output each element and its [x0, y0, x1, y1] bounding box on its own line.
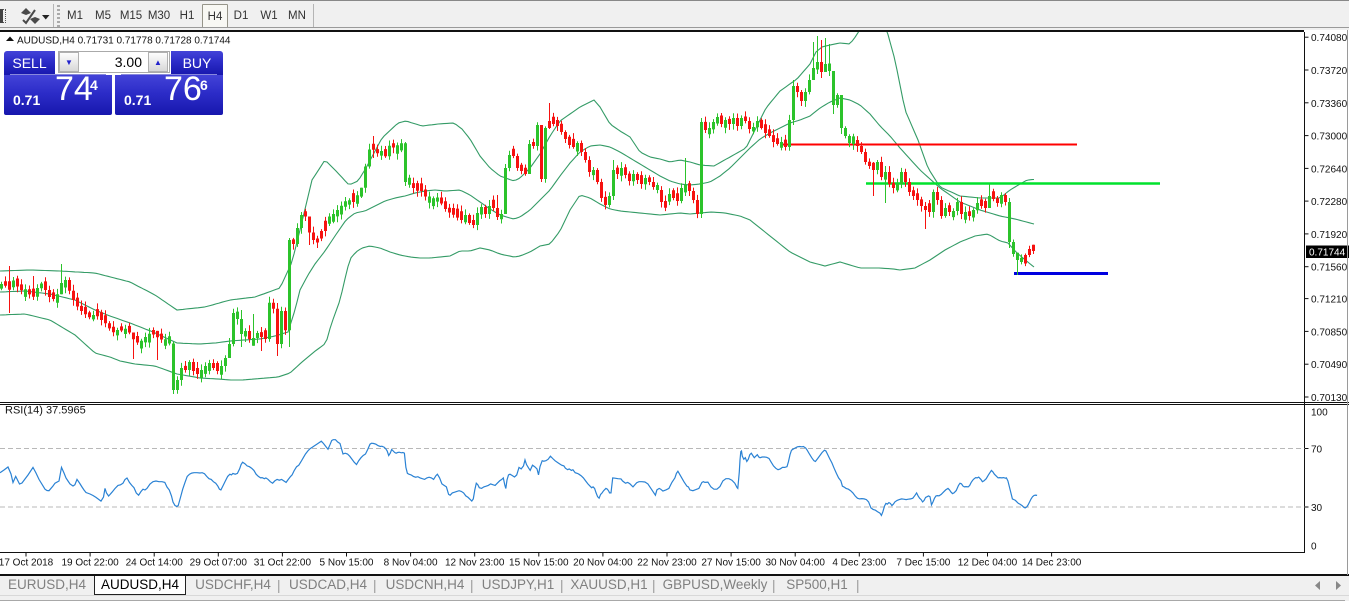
svg-text:22 Nov 23:00: 22 Nov 23:00 [637, 558, 697, 569]
svg-text:0.71744: 0.71744 [1309, 248, 1346, 259]
svg-text:19 Oct 22:00: 19 Oct 22:00 [61, 558, 119, 569]
svg-text:0.72640: 0.72640 [1311, 164, 1348, 175]
svg-text:0.71210: 0.71210 [1311, 295, 1348, 306]
svg-text:5 Nov 15:00: 5 Nov 15:00 [320, 558, 374, 569]
svg-text:0.72280: 0.72280 [1311, 197, 1348, 208]
svg-text:30 Nov 04:00: 30 Nov 04:00 [765, 558, 825, 569]
svg-text:15 Nov 15:00: 15 Nov 15:00 [509, 558, 569, 569]
svg-text:0.73360: 0.73360 [1311, 99, 1348, 110]
svg-text:30: 30 [1311, 503, 1323, 514]
svg-text:RSI(14) 37.5965: RSI(14) 37.5965 [5, 405, 86, 417]
svg-text:17 Oct 2018: 17 Oct 2018 [0, 558, 54, 569]
svg-text:0: 0 [1311, 542, 1317, 553]
svg-text:20 Nov 04:00: 20 Nov 04:00 [573, 558, 633, 569]
svg-text:0.73720: 0.73720 [1311, 66, 1348, 77]
svg-text:70: 70 [1311, 445, 1323, 456]
svg-text:27 Nov 15:00: 27 Nov 15:00 [701, 558, 761, 569]
svg-text:0.71560: 0.71560 [1311, 263, 1348, 274]
svg-text:12 Dec 04:00: 12 Dec 04:00 [958, 558, 1018, 569]
svg-text:0.71920: 0.71920 [1311, 230, 1348, 241]
svg-text:24 Oct 14:00: 24 Oct 14:00 [126, 558, 184, 569]
svg-text:31 Oct 22:00: 31 Oct 22:00 [254, 558, 312, 569]
svg-text:0.73000: 0.73000 [1311, 132, 1348, 143]
svg-text:100: 100 [1311, 408, 1328, 419]
svg-text:AUDUSD,H4 0.71731 0.71778 0.7: AUDUSD,H4 0.71731 0.71778 0.71728 0.7174… [17, 36, 231, 47]
svg-text:12 Nov 23:00: 12 Nov 23:00 [445, 558, 505, 569]
svg-text:0.70130: 0.70130 [1311, 393, 1348, 404]
svg-text:0.70490: 0.70490 [1311, 360, 1348, 371]
svg-text:29 Oct 07:00: 29 Oct 07:00 [190, 558, 248, 569]
svg-text:7 Dec 15:00: 7 Dec 15:00 [896, 558, 950, 569]
svg-text:0.70850: 0.70850 [1311, 327, 1348, 338]
svg-text:0.74080: 0.74080 [1311, 33, 1348, 44]
svg-text:4 Dec 23:00: 4 Dec 23:00 [832, 558, 886, 569]
svg-text:8 Nov 04:00: 8 Nov 04:00 [384, 558, 438, 569]
svg-text:14 Dec 23:00: 14 Dec 23:00 [1022, 558, 1082, 569]
